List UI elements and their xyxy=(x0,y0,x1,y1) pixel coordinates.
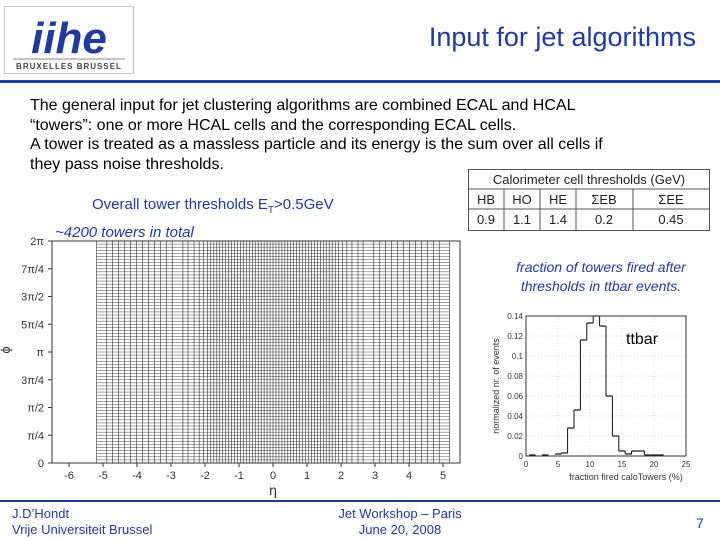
event-name: Jet Workshop – Paris xyxy=(338,506,462,521)
body-paragraph: The general input for jet clustering alg… xyxy=(30,96,690,174)
histogram-y-tick-label: 0.14 xyxy=(507,312,523,321)
eta-tick-label: 3 xyxy=(372,470,378,482)
footer-divider xyxy=(0,500,720,502)
grid-frame xyxy=(51,240,461,464)
histogram-y-tick-label: 0.12 xyxy=(507,332,523,341)
histogram-x-tick-label: 20 xyxy=(650,460,659,469)
tower-grid-lines xyxy=(96,240,450,464)
author-name: J.D’Hondt xyxy=(12,506,70,521)
cal-table-title: Calorimeter cell thresholds (GeV) xyxy=(493,172,685,187)
phi-tick-label: 2π xyxy=(30,236,44,248)
paragraph-line: The general input for jet clustering alg… xyxy=(30,97,576,114)
histogram-series xyxy=(529,315,664,456)
fraction-note: fraction of towers fired after threshold… xyxy=(516,259,686,294)
histogram-x-tick-labels: 0 5 10 15 20 25 xyxy=(524,460,691,469)
phi-axis-label: ϕ xyxy=(0,346,13,353)
phi-tick-label: 5π/4 xyxy=(21,319,44,331)
histogram-y-tick-label: 0.02 xyxy=(507,432,523,441)
tower-threshold-label: Overall tower thresholds ET>0.5GeV xyxy=(92,196,334,216)
paragraph-line: “towers”: one or more HCAL cells and the… xyxy=(30,116,517,134)
eta-tick-label: 4 xyxy=(406,470,412,482)
histogram-y-tick-label: 0.04 xyxy=(507,412,523,421)
cal-table-header: ΣEB xyxy=(591,192,616,207)
histogram-x-tick-label: 5 xyxy=(556,460,561,469)
footer-author: J.D’Hondt Vrije Universiteit Brussel xyxy=(12,506,152,538)
eta-tick-label: -2 xyxy=(200,470,210,482)
cal-table-value: 1.1 xyxy=(513,212,531,227)
cal-table-header: HE xyxy=(549,192,567,207)
histogram-y-tick-label: 0.1 xyxy=(512,352,524,361)
slide-title: Input for jet algorithms xyxy=(428,22,696,52)
ttbar-label: ttbar xyxy=(626,331,659,348)
paragraph-line: they pass noise thresholds. xyxy=(30,155,224,173)
histogram-x-tick-label: 0 xyxy=(524,460,529,469)
histogram-y-tick-label: 0.06 xyxy=(507,392,523,401)
eta-tick-label: -4 xyxy=(132,470,142,482)
logo-subtext: BRUXELLES BRUSSEL xyxy=(16,62,122,71)
phi-tick-label: 0 xyxy=(38,458,44,470)
footer-event: Jet Workshop – Paris June 20, 2008 xyxy=(310,506,490,538)
page-number: 7 xyxy=(696,515,704,531)
fraction-fired-histogram: 00.020.040.060.080.10.120.14 0 5 10 15 20 25 … xyxy=(491,312,691,482)
eta-tick-labels: -6 -5 -4 -3 -2 -1 0 1 2 3 4 5 xyxy=(64,463,446,482)
cal-table-value: 0.2 xyxy=(595,212,613,227)
phi-tick-label: π/4 xyxy=(27,430,44,442)
towers-total-note: ~4200 towers in total xyxy=(55,224,194,241)
eta-tick-label: 1 xyxy=(304,470,310,482)
calorimeter-threshold-table: Calorimeter cell thresholds (GeV) HB HO … xyxy=(468,169,710,231)
cal-table-value: 0.9 xyxy=(477,212,495,227)
phi-tick-label: π/2 xyxy=(27,403,44,415)
histogram-x-tick-label: 15 xyxy=(618,460,627,469)
eta-axis-label: η xyxy=(269,482,277,498)
histogram-frame xyxy=(525,315,687,457)
histogram-y-tick-label: 0 xyxy=(519,452,524,461)
cal-table-value: 1.4 xyxy=(549,212,567,227)
eta-tick-label: 5 xyxy=(440,470,446,482)
cal-table-header: ΣEE xyxy=(658,192,684,207)
phi-tick-label: 3π/4 xyxy=(21,375,44,387)
author-affiliation: Vrije Universiteit Brussel xyxy=(12,522,153,537)
eta-tick-label: -5 xyxy=(98,470,108,482)
eta-phi-tower-grid: 0 π/4 π/2 3π/4 π 5π/4 3π/2 7π/4 2π -6 -5 -4 -3 -2 -1 0… xyxy=(0,236,461,498)
iihe-logo: iihe BRUXELLES BRUSSEL xyxy=(4,6,134,74)
logo-text: iihe xyxy=(31,14,107,63)
event-date: June 20, 2008 xyxy=(358,522,442,537)
phi-tick-label: 7π/4 xyxy=(21,264,44,276)
phi-tick-labels: 0 π/4 π/2 3π/4 π 5π/4 3π/2 7π/4 2π xyxy=(21,236,52,470)
histogram-x-axis-label: fraction fired caloTowers (%) xyxy=(569,472,683,482)
eta-tick-label: 2 xyxy=(338,470,344,482)
histogram-y-tick-label: 0.08 xyxy=(507,372,523,381)
cal-table-header: HO xyxy=(512,192,532,207)
threshold-prefix: Overall tower thresholds E xyxy=(92,196,268,213)
threshold-suffix: >0.5GeV xyxy=(274,196,334,213)
eta-tick-label: -6 xyxy=(64,470,74,482)
cal-table-value: 0.45 xyxy=(658,212,683,227)
header-divider xyxy=(0,80,720,83)
histogram-x-tick-label: 10 xyxy=(586,460,595,469)
histogram-x-tick-label: 25 xyxy=(682,460,691,469)
histogram-y-tick-labels: 0 0.02 0.04 0.06 0.08 0.1 0.12 0.14 xyxy=(507,312,523,461)
histogram-y-axis-label: normalized nr. of events xyxy=(491,338,501,434)
paragraph-line: A tower is treated as a massless particl… xyxy=(30,136,603,153)
phi-tick-label: π xyxy=(36,347,44,359)
eta-tick-label: -3 xyxy=(166,470,176,482)
phi-tick-label: 3π/2 xyxy=(21,292,44,304)
eta-tick-label: 0 xyxy=(270,470,276,482)
threshold-subscript: T xyxy=(267,205,275,216)
cal-table-header: HB xyxy=(477,192,495,207)
eta-tick-label: -1 xyxy=(234,470,244,482)
